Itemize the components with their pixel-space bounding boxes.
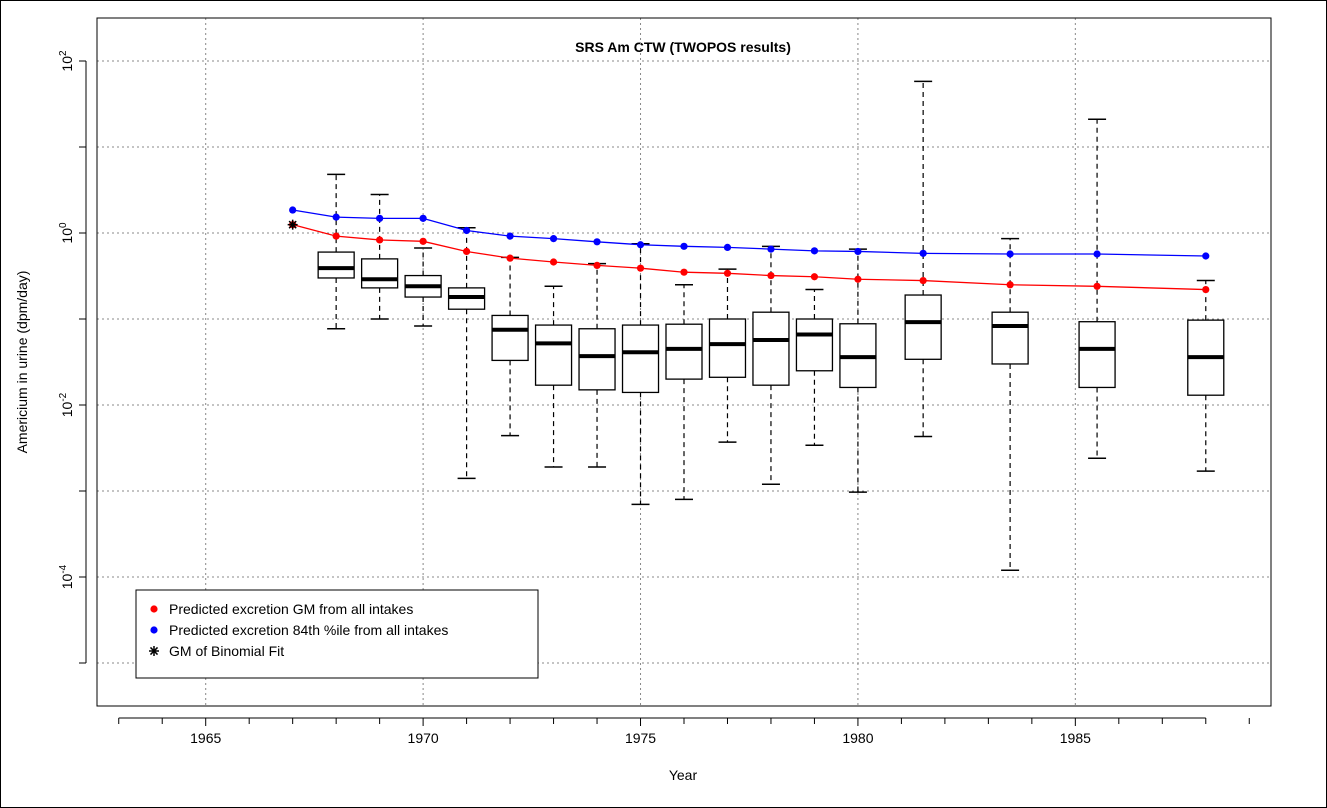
legend-label: Predicted excretion 84th %ile from all i…	[169, 622, 448, 638]
series-point	[723, 269, 732, 277]
asterisk-point	[287, 219, 298, 230]
x-tick-label: 1970	[408, 730, 439, 746]
series-point	[680, 242, 688, 250]
box-iqr	[578, 328, 616, 391]
series-point	[810, 247, 819, 255]
x-tick-label: 1985	[1060, 730, 1091, 746]
series-point	[332, 232, 340, 240]
box-iqr	[665, 323, 703, 380]
plot-border	[96, 17, 1272, 707]
box-iqr	[795, 318, 834, 372]
x-tick-label: 1965	[190, 730, 221, 746]
x-tick-label: 1980	[842, 730, 873, 746]
x-axis-label: Year	[669, 767, 698, 783]
series-point	[593, 261, 601, 270]
legend-label: Predicted excretion GM from all intakes	[169, 601, 413, 617]
series-point	[723, 243, 732, 252]
series-point	[289, 206, 297, 214]
series-point	[506, 232, 514, 240]
asterisk-stroke	[288, 220, 297, 229]
x-tick-label: 1975	[625, 730, 656, 746]
series-point	[919, 276, 927, 285]
series-point	[1006, 281, 1014, 289]
box-iqr	[1078, 321, 1116, 389]
asterisk-stroke	[149, 646, 159, 656]
series-point	[549, 258, 558, 266]
y-axis-label: Americium in urine (dpm/day)	[14, 271, 30, 454]
series-point	[376, 236, 384, 244]
legend-marker	[150, 626, 158, 634]
series-point	[1202, 252, 1210, 260]
series-point	[680, 268, 688, 276]
box-iqr	[317, 251, 355, 279]
box-iqr	[904, 294, 942, 360]
series-point	[636, 241, 645, 249]
legend: Predicted excretion GM from all intakes P…	[135, 589, 539, 679]
series-point	[593, 238, 601, 246]
series-point	[506, 254, 514, 262]
box-iqr	[491, 314, 529, 362]
series-line	[292, 209, 1206, 257]
series-point	[419, 214, 427, 222]
series-point	[376, 214, 384, 222]
series-point	[462, 226, 471, 235]
series-line	[292, 224, 1206, 291]
series-point	[1006, 250, 1014, 258]
series-point	[854, 275, 862, 283]
series-point	[1093, 282, 1101, 290]
y-tick-label: 10-2	[58, 392, 75, 417]
boxes	[317, 80, 1225, 571]
series-point	[810, 273, 819, 281]
series-point	[332, 213, 340, 221]
series-point	[1093, 250, 1101, 258]
series-point	[767, 271, 775, 280]
series-point	[854, 247, 862, 256]
chart-title: SRS Am CTW (TWOPOS results)	[575, 39, 791, 55]
box-iqr	[708, 318, 747, 378]
legend-marker	[150, 605, 158, 613]
box-iqr	[621, 324, 660, 394]
series-point	[1202, 285, 1210, 294]
y-tick-label: 100	[58, 222, 75, 244]
legend-marker	[149, 646, 159, 656]
axes: 1965 1970 1975 1980 1985 102 100 10-2 10-4	[58, 50, 1250, 746]
box-iqr	[360, 258, 399, 289]
series-point	[419, 237, 427, 245]
series-point	[462, 247, 471, 256]
y-tick-label: 102	[58, 50, 75, 72]
box-iqr	[991, 311, 1029, 365]
box-iqr	[752, 311, 790, 386]
series-point	[549, 235, 558, 243]
legend-label: GM of Binomial Fit	[169, 643, 284, 659]
legend-box	[135, 589, 539, 679]
series-point	[767, 245, 775, 253]
series-point	[636, 264, 645, 272]
box-iqr	[534, 324, 573, 386]
series	[287, 206, 1210, 294]
y-tick-label: 10-4	[58, 564, 75, 589]
series-point	[919, 249, 927, 257]
